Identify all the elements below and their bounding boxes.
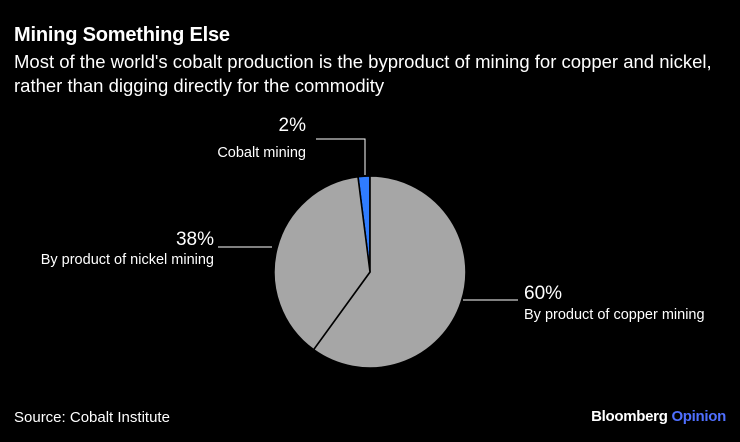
data-label-value-cobalt-mining: 2% [279,115,307,136]
leader-line-cobalt-mining [316,138,366,175]
data-label-value-by-product-of-nickel-mining: 38% [176,229,214,250]
pie-slice-by-product-of-copper-mining [312,175,467,369]
data-label-name-by-product-of-nickel-mining: By product of nickel mining [41,252,214,268]
chart-title: Mining Something Else [14,24,230,46]
chart-subtitle: Most of the world's cobalt production is… [14,51,712,96]
brand-secondary: Opinion [671,408,726,425]
pie-slice-by-product-of-nickel-mining [273,175,371,351]
data-label-name-cobalt-mining: Cobalt mining [217,145,306,161]
brand-primary: Bloomberg [591,408,668,425]
source-note: Source: Cobalt Institute [14,409,170,426]
data-label-value-by-product-of-copper-mining: 60% [524,283,562,304]
data-label-name-by-product-of-copper-mining: By product of copper mining [524,307,705,323]
brand-logo: Bloomberg Opinion [591,408,726,425]
